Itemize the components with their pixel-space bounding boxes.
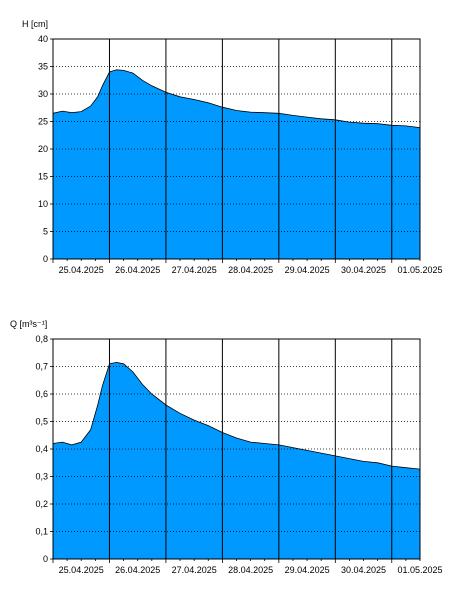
x-tick-label: 25.04.2025 [59, 265, 104, 275]
x-tick-label: 27.04.2025 [172, 265, 217, 275]
y-tick-label: 0,5 [35, 417, 48, 427]
x-tick-label: 27.04.2025 [172, 565, 217, 575]
x-tick-label: 29.04.2025 [285, 265, 330, 275]
y-tick-label: 0,8 [35, 334, 48, 344]
x-tick-label: 28.04.2025 [228, 265, 273, 275]
series-area [53, 69, 420, 259]
x-tick-label: 29.04.2025 [285, 565, 330, 575]
series-line [52, 361, 421, 470]
y-tick-label: 0,6 [35, 389, 48, 399]
y-tick-label: 0,1 [35, 527, 48, 537]
x-tick-label: 26.04.2025 [115, 265, 160, 275]
x-tick-label: 01.05.2025 [397, 565, 442, 575]
y-axis-label: Q [m³s⁻¹] [10, 319, 47, 329]
x-tick-label: 28.04.2025 [228, 565, 273, 575]
y-tick-label: 0 [43, 254, 48, 264]
x-tick-label: 30.04.2025 [341, 265, 386, 275]
y-tick-label: 0,4 [35, 444, 48, 454]
chart-1: 0 5 10 15 20 25 30 35 40 25.04.2025 26.04.2025 27.0… [22, 19, 443, 275]
series-area [53, 362, 420, 559]
y-tick-label: 25 [38, 117, 48, 127]
chart-2: 0 0,1 0,2 0,3 0,4 0,5 0,6 0,7 0,8 25.04.2025 26.04… [10, 319, 443, 575]
y-tick-label: 10 [38, 199, 48, 209]
y-axis-label: H [cm] [22, 19, 48, 29]
plot-frame [52, 338, 421, 560]
y-tick-label: 40 [38, 34, 48, 44]
y-tick-label: 35 [38, 62, 48, 72]
y-tick-label: 0 [43, 554, 48, 564]
x-tick-label: 26.04.2025 [115, 565, 160, 575]
y-tick-label: 20 [38, 144, 48, 154]
x-tick-label: 30.04.2025 [341, 565, 386, 575]
x-tick-label: 25.04.2025 [59, 565, 104, 575]
y-tick-label: 0,2 [35, 499, 48, 509]
y-tick-label: 30 [38, 89, 48, 99]
plot-frame [52, 38, 421, 260]
y-tick-label: 5 [43, 227, 48, 237]
y-tick-label: 0,3 [35, 472, 48, 482]
x-tick-label: 01.05.2025 [397, 265, 442, 275]
y-tick-label: 0,7 [35, 362, 48, 372]
y-tick-label: 15 [38, 172, 48, 182]
